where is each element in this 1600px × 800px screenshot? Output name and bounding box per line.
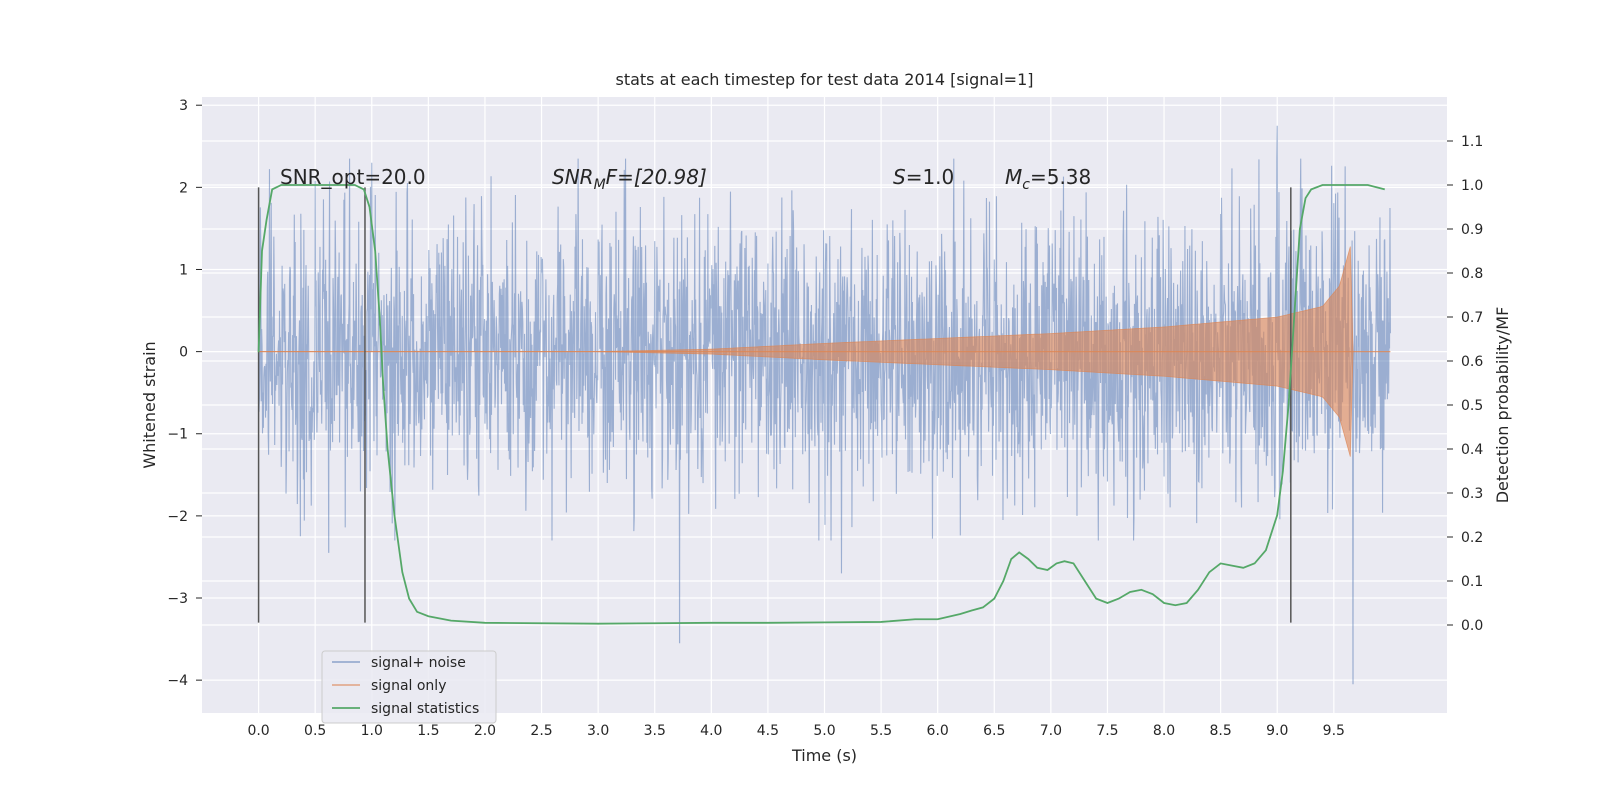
x-tick-label: 5.0 xyxy=(813,723,835,739)
x-tick-label: 1.0 xyxy=(361,723,383,739)
snr-opt-annotation: SNR_opt=20.0 xyxy=(280,165,426,189)
y-right-tick-label: 0.9 xyxy=(1461,222,1483,238)
y-tick-label: −3 xyxy=(167,591,188,607)
x-tick-label: 6.5 xyxy=(983,723,1005,739)
y-right-tick-label: 0.3 xyxy=(1461,486,1483,502)
x-tick-label: 6.0 xyxy=(927,723,949,739)
mc-annotation: Mc=5.38 xyxy=(1005,165,1091,193)
y-right-tick-label: 0.8 xyxy=(1461,266,1483,282)
x-tick-label: 7.5 xyxy=(1096,723,1118,739)
x-tick-label: 2.5 xyxy=(530,723,552,739)
legend-label-noise: signal+ noise xyxy=(371,655,466,671)
snr-mf-sub: M xyxy=(594,177,606,193)
y-right-tick-label: 0.0 xyxy=(1461,618,1483,634)
mc-base: M xyxy=(1005,165,1022,189)
s-annotation: S=1.0 xyxy=(893,165,954,189)
legend-box xyxy=(321,650,497,724)
x-tick-label: 8.5 xyxy=(1210,723,1232,739)
snr-mf-base: SNR xyxy=(552,165,594,189)
mc-value: =5.38 xyxy=(1030,165,1091,189)
y-axis-right-label: Detection probability/MF xyxy=(1493,307,1512,504)
y-tick-label: 3 xyxy=(179,98,188,114)
x-tick-label: 4.0 xyxy=(700,723,722,739)
y-tick-label: −4 xyxy=(167,673,188,689)
y-tick-label: 1 xyxy=(179,262,188,278)
series-signal-statistics xyxy=(257,184,1385,625)
x-tick-label: 8.0 xyxy=(1153,723,1175,739)
y-axis-label: Whitened strain xyxy=(140,341,159,468)
x-tick-label: 9.0 xyxy=(1266,723,1288,739)
y-tick-label: 0 xyxy=(179,345,188,361)
x-tick-label: 3.5 xyxy=(644,723,666,739)
x-tick-label: 0.0 xyxy=(247,723,269,739)
x-tick-label: 2.0 xyxy=(474,723,496,739)
y-right-tick-label: 1.1 xyxy=(1461,134,1483,150)
legend-label-signal: signal only xyxy=(371,678,446,694)
mc-sub: c xyxy=(1022,177,1030,193)
y-right-tick-label: 0.6 xyxy=(1461,354,1483,370)
y-right-tick-label: 0.1 xyxy=(1461,574,1483,590)
x-tick-label: 7.0 xyxy=(1040,723,1062,739)
snr-mf-rest: F=[20.98] xyxy=(606,165,707,189)
y-tick-label: −2 xyxy=(167,509,188,525)
x-axis-label: Time (s) xyxy=(791,746,857,765)
y-right-tick-label: 0.4 xyxy=(1461,442,1483,458)
y-tick-label: −1 xyxy=(167,427,188,443)
x-tick-label: 3.0 xyxy=(587,723,609,739)
x-tick-label: 0.5 xyxy=(304,723,326,739)
x-tick-label: 5.5 xyxy=(870,723,892,739)
y-right-tick-label: 0.5 xyxy=(1461,398,1483,414)
snr-mf-annotation: SNRMF=[20.98] xyxy=(552,165,707,193)
y-right-tick-label: 0.7 xyxy=(1461,310,1483,326)
data-series xyxy=(257,125,1391,685)
axes: 0.0 0.5 1.0 1.5 2.0 2.5 3.0 3.5 4.0 4.5 5.0 5.5 6.0 6… xyxy=(167,98,1483,739)
x-tick-label: 1.5 xyxy=(417,723,439,739)
y-tick-label: 2 xyxy=(179,180,188,196)
y-right-tick-label: 0.2 xyxy=(1461,530,1483,546)
x-tick-label: 9.5 xyxy=(1323,723,1345,739)
x-tick-label: 4.5 xyxy=(757,723,779,739)
chart-title: stats at each timestep for test data 201… xyxy=(615,70,1033,89)
legend: signal+ noise signal only signal statist… xyxy=(321,650,497,724)
s-name: S xyxy=(893,165,906,189)
y-right-tick-label: 1.0 xyxy=(1461,178,1483,194)
s-value: =1.0 xyxy=(906,165,955,189)
legend-label-stats: signal statistics xyxy=(371,701,479,717)
